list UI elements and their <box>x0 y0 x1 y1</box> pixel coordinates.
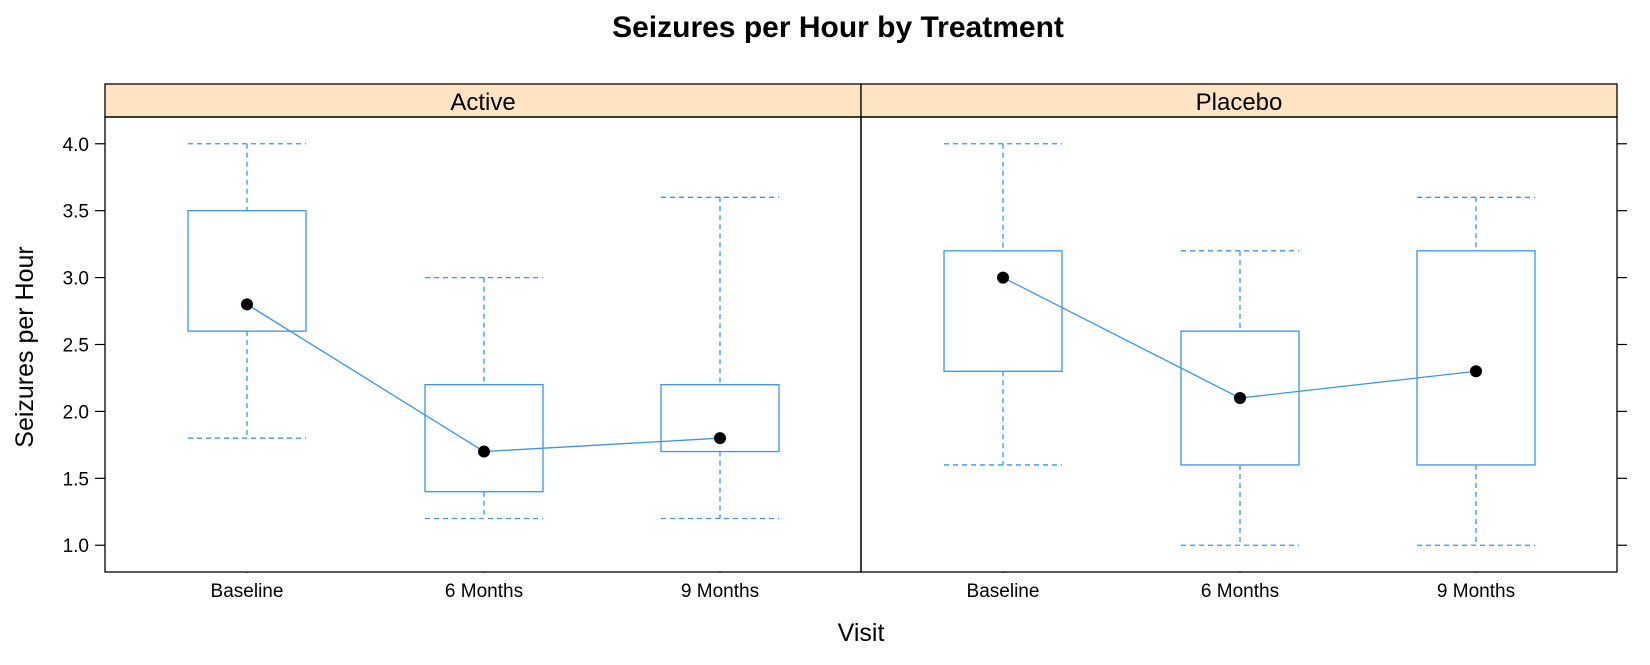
panel-frame <box>860 116 1618 573</box>
chart-title: Seizures per Hour by Treatment <box>612 11 1064 44</box>
mean-point <box>997 271 1009 284</box>
box-6-months <box>1180 250 1300 546</box>
panel-active: Active 1.0 1.5 2.0 2.5 3.0 3.5 4.0 Baseline 6 Mon… <box>63 83 862 602</box>
mean-point <box>714 432 726 445</box>
y-tick-label: 1.0 <box>63 536 89 557</box>
iqr-box <box>660 383 780 453</box>
mean-point <box>1234 392 1246 405</box>
y-tick-label: 3.5 <box>63 202 89 223</box>
x-tick-label: 6 Months <box>445 581 523 602</box>
y-tick-label: 4.0 <box>63 135 89 156</box>
y-tick-label: 2.5 <box>63 336 89 357</box>
mean-point <box>241 298 253 311</box>
panel-placebo: Placebo Baseline 6 Months 9 Months <box>860 83 1627 602</box>
box-baseline <box>187 143 307 439</box>
strip-background <box>104 83 862 118</box>
panels-layer: Active 1.0 1.5 2.0 2.5 3.0 3.5 4.0 Baseline 6 Mon… <box>63 83 1627 602</box>
iqr-box <box>1180 330 1300 466</box>
y-tick-label: 1.5 <box>63 469 89 490</box>
x-tick-label: 9 Months <box>1437 581 1515 602</box>
y-tick-label: 3.0 <box>63 269 89 290</box>
x-tick-label: 9 Months <box>681 581 759 602</box>
strip-label: Active <box>450 89 515 116</box>
iqr-box <box>187 210 307 332</box>
x-tick-label: Baseline <box>967 581 1040 602</box>
box-baseline <box>943 143 1063 466</box>
strip-label: Placebo <box>1196 89 1283 116</box>
box-6-months <box>424 276 544 520</box>
panel-frame <box>104 116 862 573</box>
iqr-box <box>943 250 1063 372</box>
iqr-box <box>424 383 544 493</box>
box-9-months <box>1416 196 1536 546</box>
iqr-box <box>1416 250 1536 466</box>
x-tick-label: 6 Months <box>1201 581 1279 602</box>
mean-point <box>478 445 490 458</box>
y-axis-title: Seizures per Hour <box>11 246 39 447</box>
mean-point <box>1470 365 1482 378</box>
box-9-months <box>660 196 780 520</box>
x-axis-title: Visit <box>838 619 885 647</box>
x-tick-label: Baseline <box>211 581 284 602</box>
y-tick-label: 2.0 <box>63 402 89 423</box>
mean-line <box>1002 277 1477 399</box>
strip-background <box>860 83 1618 118</box>
